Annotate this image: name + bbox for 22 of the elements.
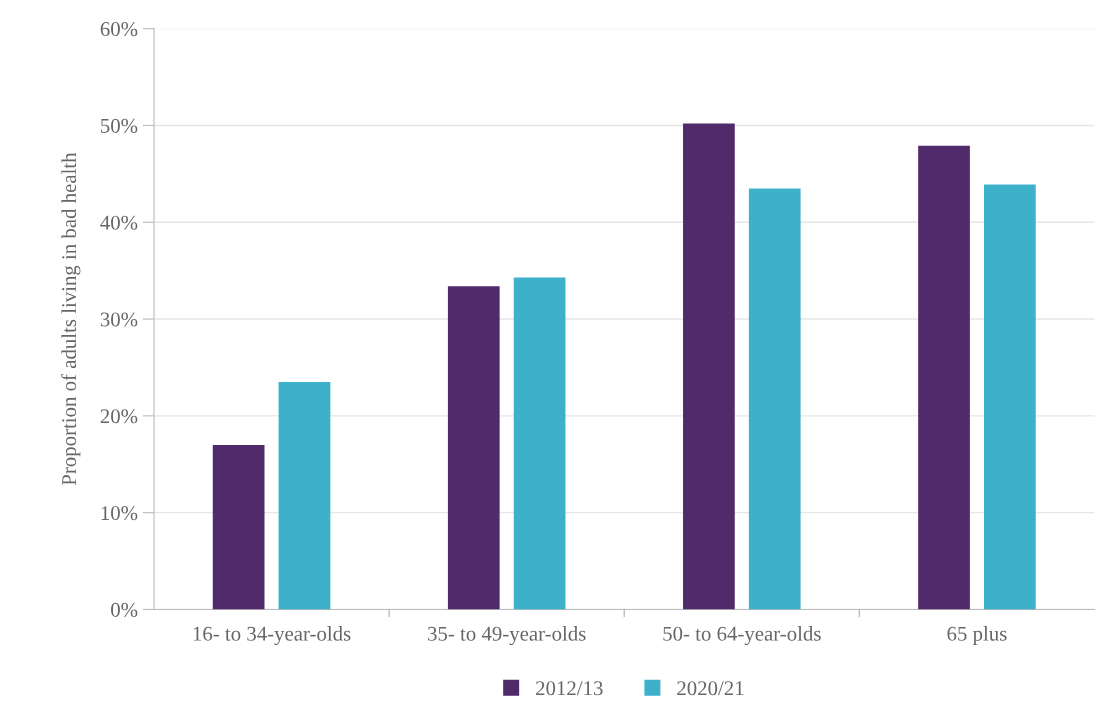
legend-label: 2012/13	[536, 681, 603, 696]
x-tick-label: 50- to 64-year-olds	[663, 626, 821, 646]
y-tick-label: 60%	[100, 22, 138, 37]
bar	[513, 277, 566, 610]
bar	[278, 381, 331, 610]
y-tick-label: 30%	[100, 312, 138, 327]
y-tick-label: 50%	[101, 118, 138, 133]
legend-label: 2020/21	[677, 681, 744, 696]
bar	[983, 184, 1036, 610]
bar	[748, 188, 801, 610]
x-tick-label: 16- to 34-year-olds	[193, 626, 351, 646]
bar	[918, 145, 970, 610]
y-tick-label: 20%	[100, 409, 138, 424]
y-tick-label: 0%	[111, 602, 138, 617]
x-tick-label: 35- to 49-year-olds	[428, 626, 586, 646]
y-axis-title: Proportion of adults living in bad health	[61, 152, 81, 486]
bar	[212, 444, 265, 610]
y-tick-label: 40%	[100, 215, 138, 230]
x-tick-label: 65 plus	[947, 626, 1007, 646]
bar	[447, 286, 500, 610]
bar	[683, 123, 735, 610]
y-tick-label: 10%	[101, 506, 138, 521]
